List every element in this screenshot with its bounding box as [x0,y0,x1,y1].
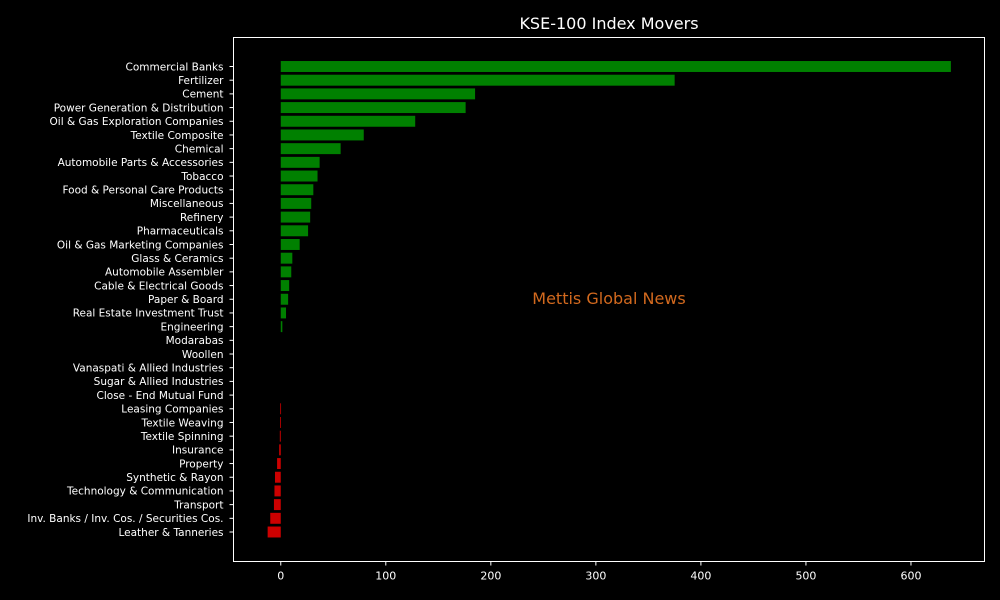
bar [280,307,287,319]
category-label: Oil & Gas Exploration Companies [50,116,224,128]
x-tick-label: 200 [480,570,501,583]
bar [280,143,341,155]
bar [279,444,281,456]
bar [280,293,289,305]
category-label: Engineering [161,321,224,333]
watermark-text: Mettis Global News [532,289,685,308]
bar [270,512,281,524]
category-label: Textile Composite [130,130,224,142]
chart-title: KSE-100 Index Movers [519,14,698,33]
bar [280,129,364,141]
category-label: Miscellaneous [150,198,224,210]
category-label: Automobile Assembler [105,267,224,279]
category-label: Paper & Board [148,294,223,306]
category-label: Property [179,458,223,470]
bar [280,280,290,292]
bar [280,266,292,278]
bars-group [267,61,951,538]
category-label: Textile Spinning [140,431,224,443]
bar [280,239,300,250]
category-label: Fertilizer [178,75,224,87]
category-label: Food & Personal Care Products [62,185,223,197]
bar [280,225,309,237]
category-label: Inv. Banks / Inv. Cos. / Securities Cos. [27,513,223,525]
category-label: Insurance [172,445,224,457]
category-label: Automobile Parts & Accessories [58,157,224,169]
bar [280,102,466,114]
category-label: Cement [182,89,223,101]
category-label: Synthetic & Rayon [126,472,223,484]
x-tick-label: 300 [585,570,606,583]
category-label: Leasing Companies [121,404,223,416]
bar [280,321,283,333]
bar [280,170,318,182]
bar [280,115,416,127]
category-label: Woollen [182,349,224,361]
category-label: Chemical [175,143,224,155]
category-label: Refinery [180,212,224,224]
category-label: Transport [173,499,223,511]
bar [273,499,281,511]
category-label: Technology & Communication [66,486,223,498]
bar [280,197,312,209]
category-label: Power Generation & Distribution [54,102,224,114]
bar [280,88,476,100]
category-label: Vanaspati & Allied Industries [73,363,224,375]
bar [280,416,281,428]
bar [280,403,282,415]
bar [280,184,314,196]
category-label: Oil & Gas Marketing Companies [57,239,224,251]
category-label: Glass & Ceramics [131,253,223,265]
category-label: Real Estate Investment Trust [73,308,224,320]
category-label: Close - End Mutual Fund [97,390,224,402]
bar [280,211,311,223]
x-tick-label: 100 [375,570,396,583]
bar [267,526,281,538]
bar [280,252,293,264]
x-tick-label: 600 [900,570,921,583]
category-label: Sugar & Allied Industries [94,376,224,388]
x-tick-label: 400 [690,570,711,583]
axes-frame [233,37,985,562]
x-axis-ticks-group: 0 100 200 300 400 500 600 [277,561,921,583]
category-label: Textile Weaving [141,417,224,429]
category-label: Commercial Banks [126,61,224,73]
x-tick-label: 0 [277,570,284,583]
category-label: Cable & Electrical Goods [94,280,223,292]
category-label: Leather & Tanneries [118,527,223,539]
bar [279,430,281,442]
bar [280,156,320,168]
bar [274,485,281,497]
category-label: Modarabas [166,335,224,347]
bar [277,458,281,470]
bar [280,74,675,86]
bar [280,61,951,72]
bar [274,471,281,483]
x-tick-label: 500 [795,570,816,583]
category-label: Tobacco [180,171,223,183]
category-label: Pharmaceuticals [137,226,224,238]
